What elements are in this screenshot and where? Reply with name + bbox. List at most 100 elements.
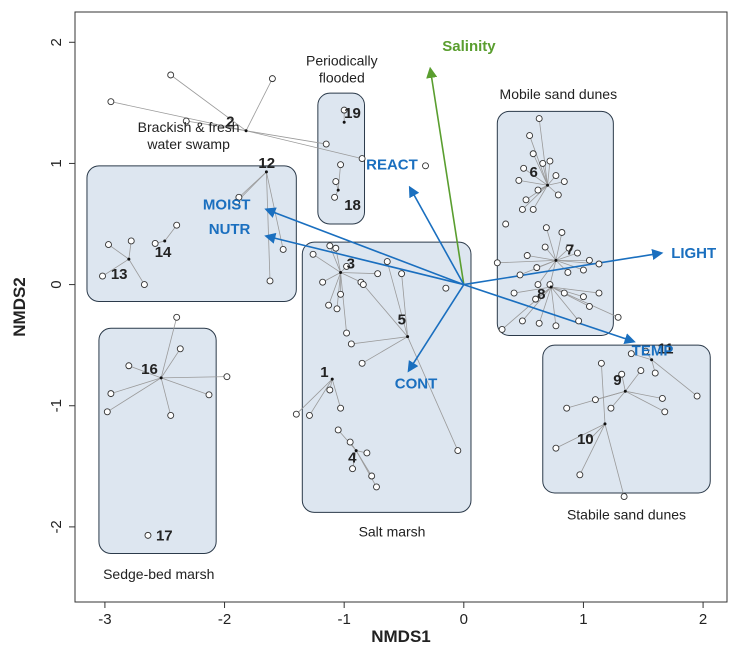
site-point: [359, 281, 367, 289]
site-point: [337, 404, 345, 412]
cluster-number-label: 14: [155, 244, 172, 261]
group-box: [98, 327, 217, 555]
site-point: [322, 140, 330, 148]
cluster-number-label: 8: [537, 286, 545, 303]
spider-line: [340, 272, 362, 283]
spider-line: [128, 258, 145, 285]
site-point: [607, 404, 615, 412]
site-point: [597, 359, 605, 367]
site-point: [306, 411, 313, 419]
vector-label: MOIST: [203, 196, 251, 213]
spider-line: [624, 370, 642, 392]
site-point: [563, 404, 571, 412]
cluster-number-label: 2: [226, 114, 234, 131]
text-labels: Brackish & fresh water swamp Periodically f…: [103, 38, 716, 582]
site-point: [331, 193, 339, 201]
site-point: [518, 206, 526, 213]
cluster-centroid: [330, 377, 334, 381]
site-point: [535, 319, 543, 327]
site-point: [651, 369, 659, 377]
vector-arrow: [426, 66, 465, 285]
site-point: [332, 244, 340, 252]
spider-line: [529, 135, 548, 186]
spider-line: [340, 272, 378, 275]
cluster-centroid: [336, 188, 340, 192]
site-point: [340, 106, 348, 114]
site-point: [368, 472, 376, 480]
spider-line: [245, 78, 273, 131]
cluster-number-label: 10: [577, 431, 594, 448]
spider-line: [513, 286, 552, 294]
site-point: [546, 157, 554, 165]
spider-line: [407, 336, 459, 451]
site-point: [595, 289, 603, 297]
spider-line: [386, 261, 408, 337]
spider-line: [337, 164, 341, 191]
site-point: [560, 289, 568, 297]
site-point: [520, 164, 528, 172]
spider-line: [363, 284, 408, 337]
site-point: [579, 266, 587, 274]
environment-vectors: [264, 66, 664, 373]
site-point: [627, 350, 635, 358]
site-point: [454, 447, 462, 455]
site-point: [535, 115, 543, 123]
spider-line: [538, 286, 552, 324]
spider-lines: [102, 74, 698, 497]
cluster-number-label: 6: [530, 164, 538, 181]
y-tick-label: -2: [48, 520, 65, 533]
x-axis-title: NMDS1: [371, 627, 431, 646]
spider-line: [336, 272, 341, 309]
cluster-number-label: 7: [566, 241, 574, 258]
group-label: Stabile sand dunes: [567, 507, 686, 523]
vector-arrow: [264, 232, 464, 286]
spider-line: [312, 253, 341, 273]
spider-line: [651, 359, 698, 397]
site-point: [552, 322, 560, 330]
site-point: [422, 162, 429, 170]
site-point: [523, 252, 531, 259]
site-point: [534, 186, 542, 194]
vector-label: REACT: [366, 157, 418, 174]
vector-label: NUTR: [209, 221, 251, 238]
spider-line: [160, 317, 178, 378]
spider-line: [351, 336, 408, 345]
site-point: [319, 278, 327, 286]
site-point: [637, 367, 645, 375]
spider-line: [538, 118, 548, 186]
x-tick-label: -1: [338, 611, 351, 628]
group-box: [542, 344, 711, 494]
site-points: [99, 71, 701, 539]
cluster-centroid: [549, 285, 553, 289]
cluster-number-label: 9: [613, 372, 621, 389]
spider-line: [337, 429, 357, 451]
spider-line: [329, 245, 341, 273]
site-point: [107, 98, 115, 106]
site-point: [693, 392, 701, 400]
site-point: [337, 290, 345, 298]
spider-line: [245, 130, 363, 159]
group-label: Periodically flooded: [306, 52, 378, 85]
site-point: [515, 176, 523, 184]
vector-label: CONT: [395, 376, 438, 393]
cluster-number-label: 4: [348, 450, 357, 467]
site-point: [140, 281, 148, 289]
site-point: [585, 436, 593, 444]
site-point: [541, 243, 549, 251]
spider-line: [335, 248, 341, 273]
spider-line: [604, 423, 625, 497]
group-box: [86, 165, 297, 303]
site-point: [167, 411, 175, 419]
site-point: [620, 493, 628, 501]
vector-arrow: [408, 185, 465, 285]
site-point: [576, 471, 584, 479]
cluster-centroid: [127, 257, 131, 261]
spider-line: [107, 377, 162, 413]
group-label: Salt marsh: [359, 524, 426, 540]
site-point: [529, 150, 537, 158]
site-point: [585, 302, 593, 310]
site-point: [442, 284, 450, 292]
site-point: [151, 239, 159, 247]
site-point: [493, 259, 501, 267]
